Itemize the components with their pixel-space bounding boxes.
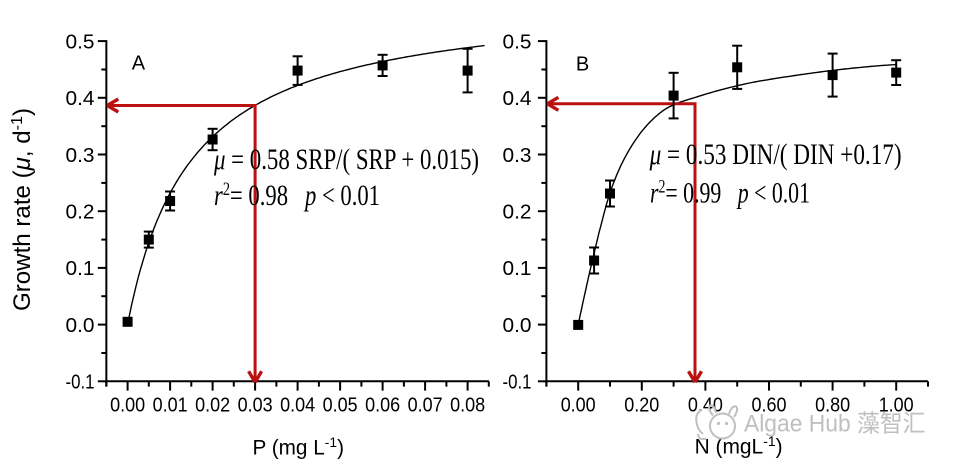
svg-text:0.00: 0.00 (561, 395, 596, 417)
svg-text:0.5: 0.5 (503, 31, 532, 53)
svg-text:0.40: 0.40 (688, 395, 723, 417)
svg-text:0.05: 0.05 (323, 395, 358, 417)
svg-text:B: B (576, 54, 589, 76)
svg-text:0.80: 0.80 (815, 395, 850, 417)
svg-text:0.00: 0.00 (110, 395, 145, 417)
svg-text:-0.1: -0.1 (503, 372, 532, 394)
svg-text:0.0: 0.0 (503, 315, 532, 337)
svg-text:0.1: 0.1 (66, 258, 95, 280)
svg-text:r2= 0.99 p < 0.01: r2= 0.99 p < 0.01 (650, 177, 810, 210)
svg-text:0.02: 0.02 (195, 395, 230, 417)
svg-text:r2= 0.98 p < 0.01: r2= 0.98 p < 0.01 (214, 179, 380, 212)
svg-text:0.2: 0.2 (66, 202, 95, 224)
svg-text:Algae Hub 藻智汇: Algae Hub 藻智汇 (744, 411, 926, 438)
svg-text:P (mg L-1): P (mg L-1) (253, 434, 345, 460)
svg-text:A: A (132, 53, 146, 75)
svg-text:0.03: 0.03 (238, 395, 273, 417)
svg-text:0.08: 0.08 (450, 395, 485, 417)
svg-text:0.5: 0.5 (66, 31, 95, 53)
svg-text:0.01: 0.01 (153, 395, 188, 417)
svg-text:μ = 0.53 DIN/( DIN +0.17): μ = 0.53 DIN/( DIN +0.17) (649, 138, 902, 171)
svg-text:0.3: 0.3 (66, 145, 95, 167)
svg-text:0.07: 0.07 (408, 395, 443, 417)
svg-text:0.3: 0.3 (503, 145, 532, 167)
svg-text:0.1: 0.1 (503, 258, 532, 280)
svg-text:0.0: 0.0 (66, 315, 95, 337)
svg-text:Growth rate (μ, d-1): Growth rate (μ, d-1) (9, 108, 36, 311)
svg-text:0.20: 0.20 (624, 395, 659, 417)
svg-text:-0.1: -0.1 (66, 372, 95, 394)
svg-text:0.60: 0.60 (752, 395, 787, 417)
svg-text:0.4: 0.4 (503, 88, 532, 110)
svg-text:μ = 0.58 SRP/( SRP + 0.015): μ = 0.58 SRP/( SRP + 0.015) (213, 143, 479, 176)
svg-text:0.06: 0.06 (365, 395, 400, 417)
svg-text:1.00: 1.00 (879, 395, 914, 417)
svg-text:0.2: 0.2 (503, 202, 532, 224)
svg-text:0.04: 0.04 (280, 395, 315, 417)
svg-text:0.4: 0.4 (66, 88, 95, 110)
